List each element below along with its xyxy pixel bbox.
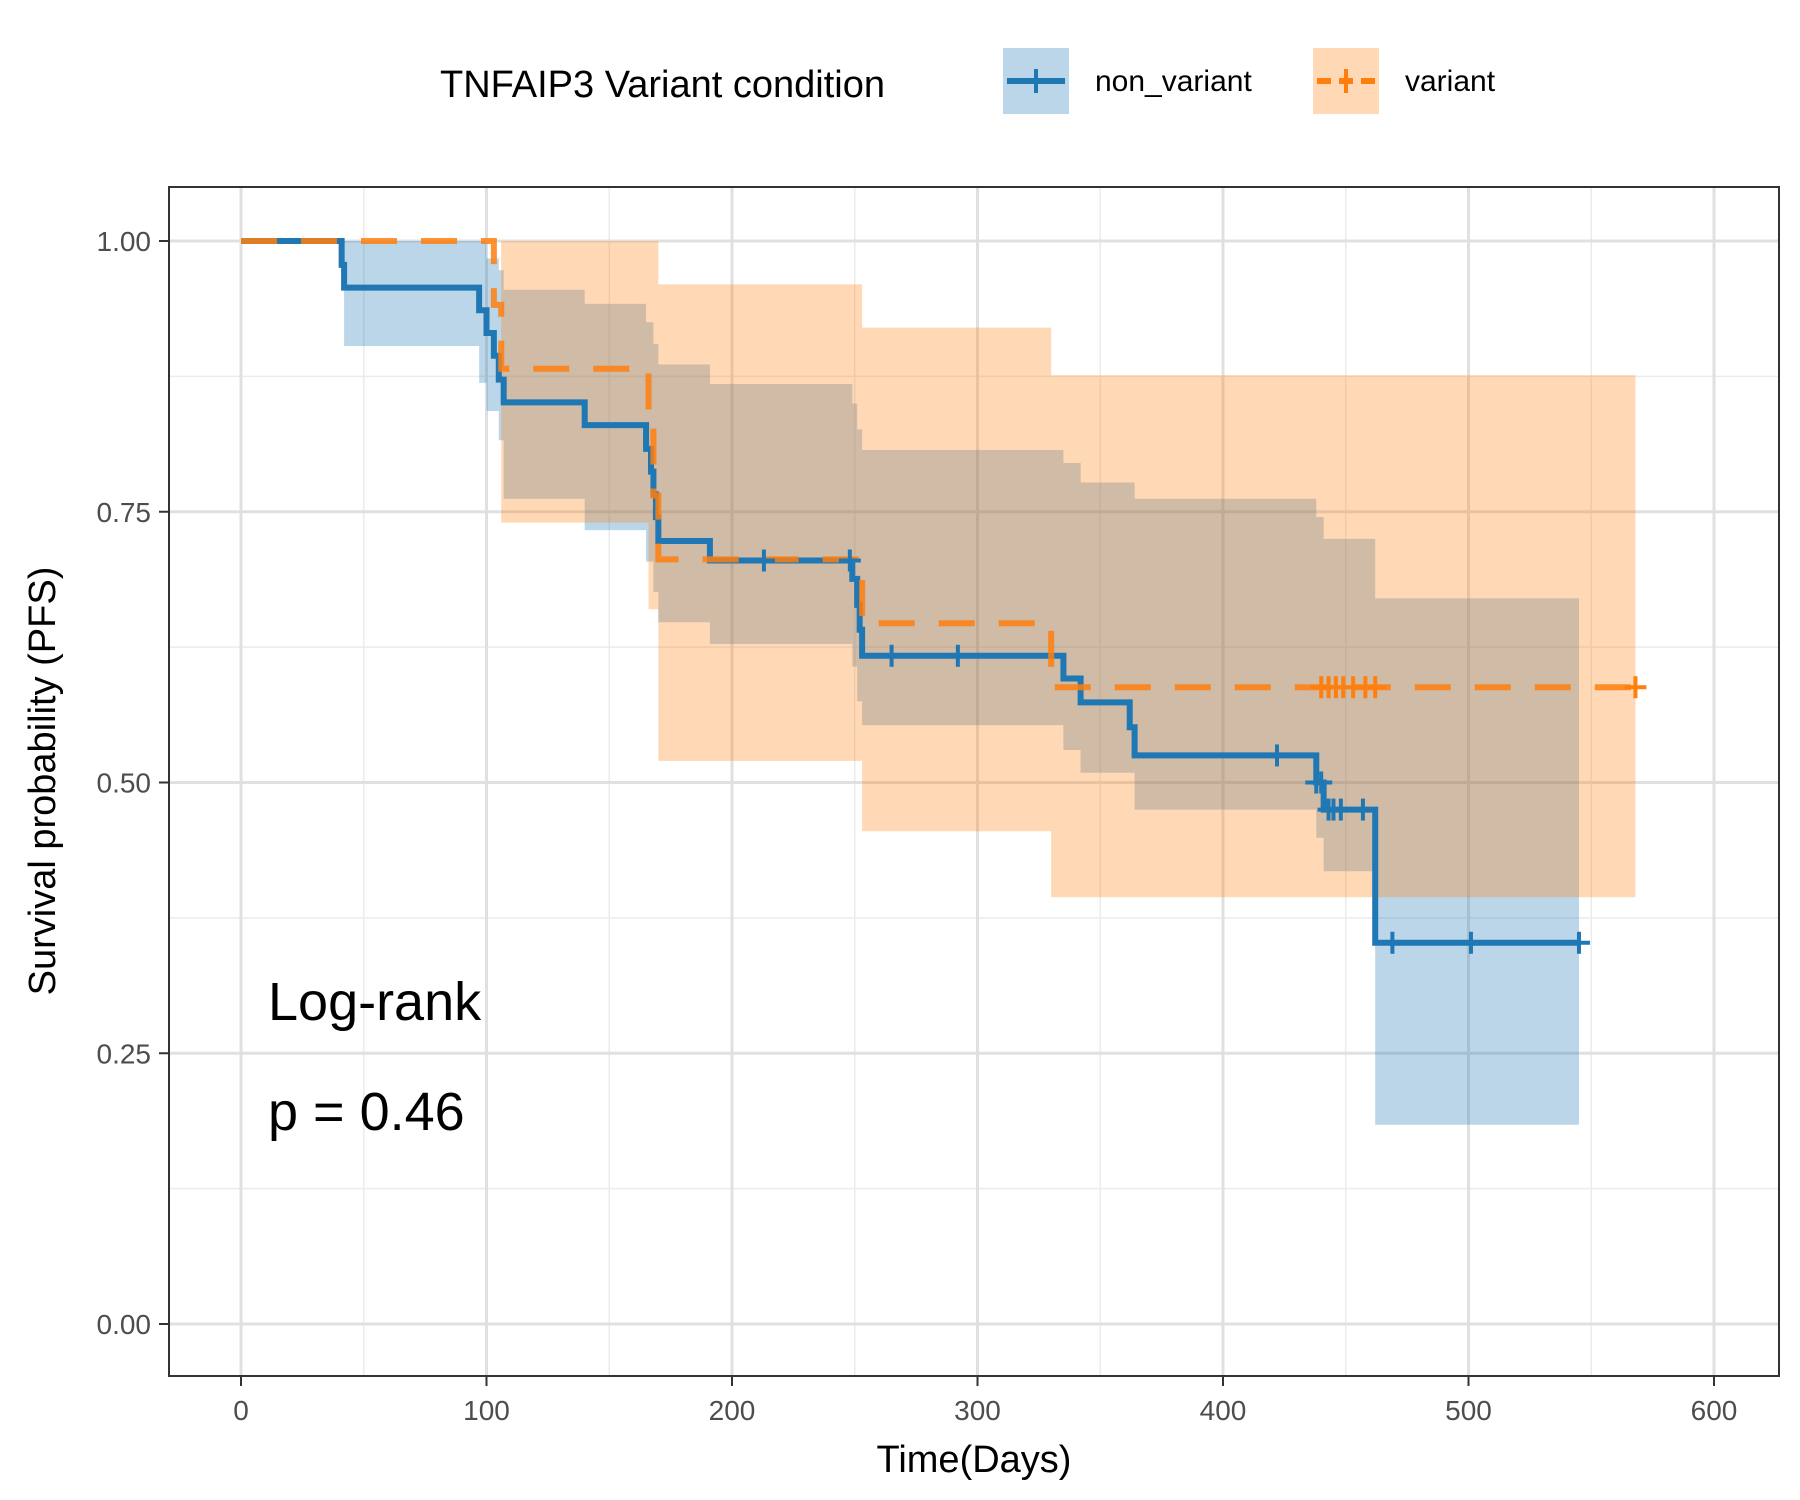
y-tick-label: 0.50 [97, 768, 152, 799]
y-axis: 0.00 0.25 0.50 0.75 1.00 [97, 226, 169, 1340]
x-axis: 0 100 200 300 400 500 600 [233, 1376, 1737, 1426]
censor-mark-non-variant [1567, 931, 1590, 954]
x-tick-label: 300 [954, 1395, 1001, 1426]
y-axis-title: Survival probability (PFS) [22, 567, 64, 996]
censor-marks [752, 549, 1647, 954]
censor-mark-non-variant [752, 549, 775, 572]
survival-curves [241, 238, 1636, 946]
censor-mark-non-variant [1351, 798, 1374, 821]
censor-mark-non-variant [1459, 931, 1482, 954]
x-tick-label: 500 [1445, 1395, 1492, 1426]
ci-band-variant [241, 241, 1636, 898]
x-tick-label: 0 [233, 1395, 249, 1426]
y-tick-label: 0.75 [97, 497, 152, 528]
legend-label-non-variant: non_variant [1095, 65, 1252, 98]
legend: TNFAIP3 Variant condition non_variant var… [440, 48, 1496, 114]
y-tick-label: 0.25 [97, 1038, 152, 1069]
censor-mark-non-variant [1310, 771, 1333, 794]
x-tick-label: 100 [463, 1395, 510, 1426]
ci-band-non-variant [241, 241, 1579, 1125]
censor-mark-non-variant [880, 644, 903, 667]
censor-mark-variant [1624, 676, 1647, 699]
censor-mark-non-variant [838, 549, 861, 572]
censor-mark-non-variant [1329, 798, 1352, 821]
survival-line-non-variant [241, 238, 1579, 946]
x-tick-label: 200 [709, 1395, 756, 1426]
legend-label-variant: variant [1405, 65, 1496, 98]
censor-mark-variant [1364, 676, 1387, 699]
censor-mark-non-variant [946, 644, 969, 667]
x-tick-label: 600 [1691, 1395, 1738, 1426]
grid-layer [169, 187, 1779, 1376]
y-tick-label: 0.00 [97, 1309, 152, 1340]
confidence-bands [241, 241, 1636, 1125]
censor-mark-non-variant [1266, 744, 1289, 767]
survival-line-variant [241, 238, 1636, 691]
logrank-label: Log-rank [268, 972, 482, 1032]
x-tick-label: 400 [1200, 1395, 1247, 1426]
x-axis-title: Time(Days) [877, 1439, 1072, 1481]
legend-title: TNFAIP3 Variant condition [440, 64, 885, 106]
censor-mark-non-variant [1381, 931, 1404, 954]
y-tick-label: 1.00 [97, 226, 152, 257]
p-value-label: p = 0.46 [268, 1082, 465, 1142]
